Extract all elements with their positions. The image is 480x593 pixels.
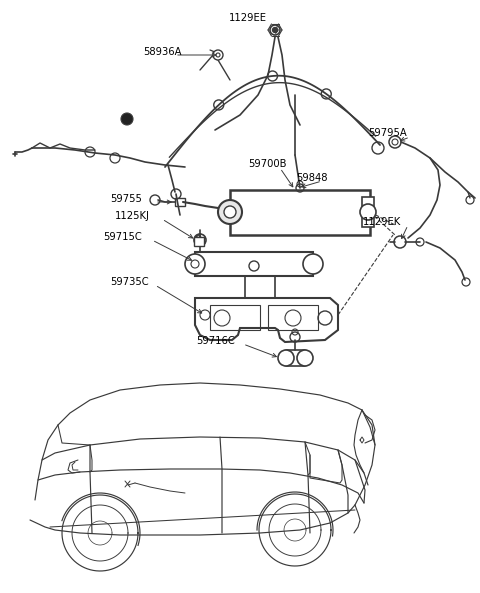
Circle shape [278, 350, 294, 366]
Circle shape [224, 206, 236, 218]
Text: 59716C: 59716C [196, 336, 235, 346]
Text: 59795A: 59795A [368, 128, 407, 138]
Circle shape [213, 50, 223, 60]
Text: 59715C: 59715C [103, 232, 142, 242]
Circle shape [218, 200, 242, 224]
Bar [230, 190, 370, 235]
Text: 59700B: 59700B [248, 159, 287, 169]
Circle shape [360, 204, 376, 220]
Circle shape [270, 25, 280, 35]
Bar [268, 305, 318, 330]
Text: 1125KJ: 1125KJ [115, 211, 150, 221]
Bar [195, 252, 313, 276]
Circle shape [185, 254, 205, 274]
Circle shape [273, 27, 277, 33]
Circle shape [297, 350, 313, 366]
Text: 1129EE: 1129EE [229, 13, 267, 23]
Bar [175, 198, 185, 206]
Bar [194, 237, 204, 246]
Text: 59735C: 59735C [110, 277, 149, 287]
Text: 59848: 59848 [296, 173, 327, 183]
Bar [210, 305, 260, 330]
Circle shape [197, 237, 203, 243]
Circle shape [303, 254, 323, 274]
Text: 1129EK: 1129EK [363, 217, 401, 227]
Text: 59755: 59755 [110, 194, 142, 204]
Circle shape [121, 113, 133, 125]
Text: 58936A: 58936A [143, 47, 181, 57]
Bar [362, 197, 374, 227]
